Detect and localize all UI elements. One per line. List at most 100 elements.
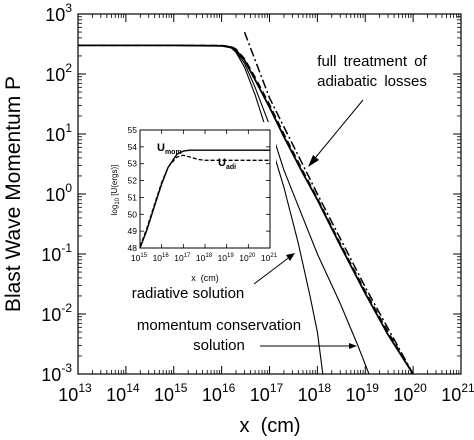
inset-y-tick-label: 50 [128,209,138,219]
x-tick-base: 10 [202,385,222,405]
inset-y-tick-label: 53 [128,159,138,169]
inset-x-tick-base: 10 [174,253,184,263]
inset-x-tick-base: 10 [261,253,271,263]
inset-x-tick-base: 10 [196,253,206,263]
x-tick-base: 10 [298,385,318,405]
x-tick-exp: 15 [174,381,188,395]
annotation-adiabatic-line-2: adiabatic losses [317,73,427,90]
x-tick-exp: 13 [78,381,92,395]
inset-y-label-sub: 10 [115,197,121,204]
inset-x-tick-label: 1017 [174,253,191,263]
inset-x-tick-exp: 16 [162,253,169,259]
y-tick-label: 10-2 [41,301,72,325]
annotation-adiabatic: full treatment of adiabatic losses [308,53,428,167]
inset-y-tick-label: 52 [128,176,138,186]
x-tick-label: 1016 [202,381,236,405]
inset-y-label-post: [U(ergs)] [110,165,119,198]
y-tick-label: 103 [45,1,72,25]
y-axis-label: Blast Wave Momentum P [2,76,25,312]
y-tick-exp: -1 [61,241,72,255]
main-tick-labels: 1013 1014 1015 1016 1017 1018 1019 1020 102110-3… [41,1,474,405]
y-tick-exp: 1 [65,121,72,135]
y-tick-exp: -3 [61,361,72,375]
y-tick-base: 10 [45,185,65,205]
inset-x-tick-label: 1019 [218,253,235,263]
inset-y-tick-label: 54 [128,142,138,152]
inset-background [104,122,276,266]
inset-y-tick-label: 49 [128,226,138,236]
annotation-radiative-text: radiative solution [132,285,245,302]
y-tick-exp: 0 [65,181,72,195]
x-tick-base: 10 [346,385,366,405]
series-line-3 [78,44,414,375]
y-tick-label: 10-3 [41,361,72,385]
x-tick-exp: 16 [222,381,236,395]
x-tick-exp: 20 [413,381,427,395]
inset-series [139,149,270,249]
inset-x-tick-base: 10 [218,253,228,263]
x-tick-exp: 17 [270,381,284,395]
inset-x-tick-exp: 17 [184,253,191,259]
x-tick-label: 1017 [250,381,284,405]
x-tick-base: 10 [250,385,270,405]
x-tick-label: 1020 [393,381,427,405]
y-tick-label: 10-1 [41,241,72,265]
inset-tick-labels: 1015 1016 1017 1018 1019 1020 1021484950515253… [128,125,278,263]
x-tick-base: 10 [106,385,126,405]
x-axis-label: x (cm) [239,415,300,437]
inset-y-label-pre: log [110,205,119,216]
x-tick-label: 1015 [154,381,188,405]
annotation-momentum-arrowhead [349,343,357,349]
inset-chart: 1015 1016 1017 1018 1019 1020 1021484950515253… [104,122,278,283]
inset-x-tick-label: 1020 [239,253,256,263]
inset-x-tick-label: 1016 [153,253,170,263]
inset-x-tick-base: 10 [153,253,163,263]
y-tick-exp: 3 [65,1,72,15]
annotation-adiabatic-arrowhead [308,155,319,167]
inset-x-tick-base: 10 [239,253,249,263]
series-line-4 [243,31,414,375]
inset-x-tick-exp: 19 [227,253,234,259]
inset-y-tick-label: 55 [128,125,138,135]
x-tick-label: 1021 [441,381,474,405]
y-tick-base: 10 [45,5,65,25]
inset-x-tick-label: 1021 [261,253,278,263]
y-tick-base: 10 [41,245,61,265]
y-tick-label: 100 [45,181,72,205]
annotation-adiabatic-arrow [310,99,364,164]
y-tick-exp: -2 [61,301,72,315]
x-tick-label: 1019 [346,381,380,405]
inset-y-tick-label: 51 [128,192,138,202]
x-tick-base: 10 [441,385,461,405]
annotation-adiabatic-line-1: full treatment of [317,53,427,70]
annotation-momentum: momentum conservation solution [137,317,357,354]
x-tick-exp: 18 [318,381,332,395]
y-tick-base: 10 [41,305,61,325]
inset-x-tick-label: 1018 [196,253,213,263]
annotation-momentum-line-1: momentum conservation [137,317,301,334]
y-tick-base: 10 [45,125,65,145]
main-series [78,31,414,375]
x-tick-base: 10 [58,385,78,405]
inset-axes [139,129,271,249]
inset-label-uadi-main: U [218,157,226,169]
x-tick-label: 1018 [298,381,332,405]
y-tick-base: 10 [45,65,65,85]
inset-label-uadi-sub: adi [226,164,236,171]
x-tick-base: 10 [154,385,174,405]
inset-x-tick-exp: 15 [140,253,147,259]
annotation-momentum-line-2: solution [193,337,245,354]
inset-label-umom-main: U [157,142,165,154]
x-tick-exp: 19 [366,381,380,395]
inset-label-umom-sub: mom [165,149,182,156]
y-tick-exp: 2 [65,61,72,75]
y-tick-base: 10 [41,365,61,385]
inset-x-tick-exp: 21 [270,253,277,259]
y-tick-label: 101 [45,121,72,145]
inset-label-umom: Umom [157,142,182,156]
inset-y-axis-label: log10 [U(ergs)] [110,165,121,216]
main-axes [77,13,462,375]
inset-series-line-1 [139,154,270,247]
annotation-radiative-arrowhead [286,253,295,261]
x-tick-label: 1014 [106,381,140,405]
